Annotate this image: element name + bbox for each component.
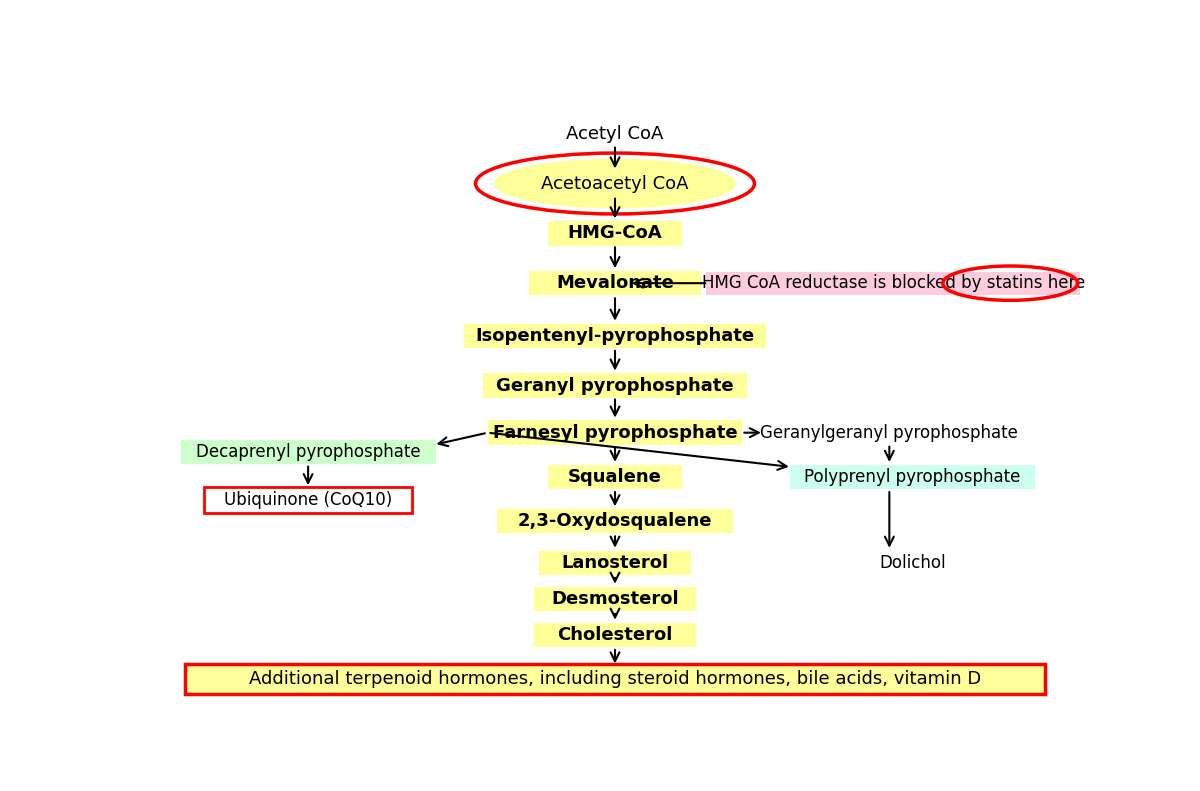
FancyBboxPatch shape — [482, 373, 748, 398]
FancyBboxPatch shape — [548, 465, 682, 489]
FancyBboxPatch shape — [529, 271, 701, 295]
Text: Geranylgeranyl pyrophosphate: Geranylgeranyl pyrophosphate — [761, 424, 1019, 441]
Text: Ubiquinone (CoQ10): Ubiquinone (CoQ10) — [224, 491, 392, 509]
Text: Polyprenyl pyrophosphate: Polyprenyl pyrophosphate — [804, 468, 1021, 486]
FancyBboxPatch shape — [464, 324, 766, 348]
Text: Mevalonate: Mevalonate — [556, 274, 674, 292]
Text: Acetoacetyl CoA: Acetoacetyl CoA — [541, 175, 689, 192]
Text: Squalene: Squalene — [568, 468, 662, 486]
FancyBboxPatch shape — [185, 664, 1045, 694]
FancyBboxPatch shape — [706, 271, 1082, 295]
FancyBboxPatch shape — [548, 221, 682, 245]
FancyBboxPatch shape — [539, 551, 691, 575]
Text: Dolichol: Dolichol — [880, 554, 946, 572]
Ellipse shape — [494, 158, 736, 208]
FancyBboxPatch shape — [534, 587, 696, 611]
FancyBboxPatch shape — [181, 440, 436, 464]
Text: Cholesterol: Cholesterol — [557, 626, 673, 644]
FancyBboxPatch shape — [790, 465, 1036, 489]
Text: Decaprenyl pyrophosphate: Decaprenyl pyrophosphate — [196, 443, 420, 461]
Text: Desmosterol: Desmosterol — [551, 590, 679, 607]
Text: Farnesyl pyrophosphate: Farnesyl pyrophosphate — [493, 424, 737, 441]
Text: 2,3-Oxydosqualene: 2,3-Oxydosqualene — [517, 513, 713, 530]
FancyBboxPatch shape — [204, 487, 413, 513]
Text: HMG CoA reductase is blocked by statins here: HMG CoA reductase is blocked by statins … — [702, 274, 1086, 292]
Text: Lanosterol: Lanosterol — [562, 554, 668, 572]
Text: Isopentenyl-pyrophosphate: Isopentenyl-pyrophosphate — [475, 327, 755, 345]
FancyBboxPatch shape — [497, 509, 733, 533]
Text: Acetyl CoA: Acetyl CoA — [566, 125, 664, 142]
FancyBboxPatch shape — [534, 623, 696, 647]
Text: Additional terpenoid hormones, including steroid hormones, bile acids, vitamin D: Additional terpenoid hormones, including… — [248, 670, 982, 688]
FancyBboxPatch shape — [487, 421, 743, 445]
Text: Geranyl pyrophosphate: Geranyl pyrophosphate — [496, 377, 734, 395]
Text: HMG-CoA: HMG-CoA — [568, 225, 662, 242]
